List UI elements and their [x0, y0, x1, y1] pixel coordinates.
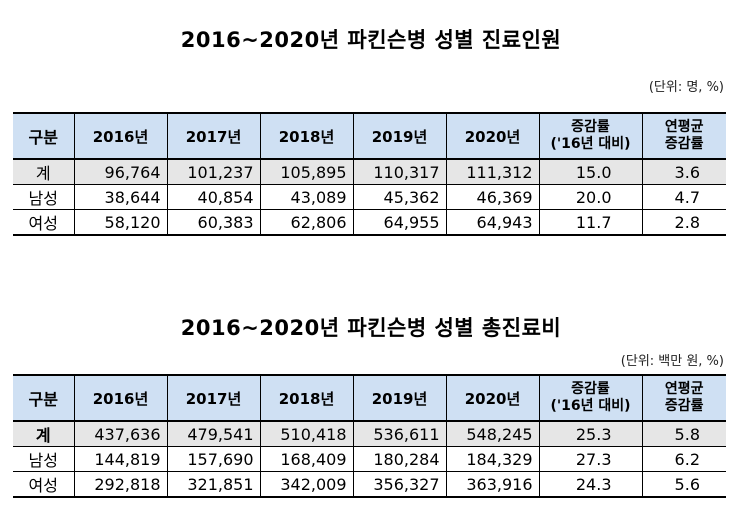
header-2016: 2016년	[73, 374, 167, 422]
header-change-rate-line1: 증감률	[571, 381, 610, 397]
cell-annual-avg: 2.8	[641, 209, 726, 236]
table-row-total: 계 437,636 479,541 510,418 536,611 548,24…	[13, 421, 726, 447]
cell-2016: 96,764	[73, 159, 167, 185]
header-change-rate-line2: ('16년 대비)	[550, 398, 631, 414]
table-row-male: 남성 144,819 157,690 168,409 180,284 184,3…	[13, 446, 726, 472]
cell-2017: 157,690	[166, 446, 260, 472]
cell-2019: 356,327	[352, 471, 446, 498]
cell-2016: 292,818	[73, 471, 167, 498]
cell-2018: 105,895	[259, 159, 353, 185]
row-label: 계	[13, 421, 74, 447]
header-change-rate: 증감률 ('16년 대비)	[538, 374, 642, 422]
cell-2020: 111,312	[445, 159, 539, 185]
cell-2018: 510,418	[259, 421, 353, 447]
cell-change-rate: 20.0	[538, 184, 642, 210]
cell-2019: 180,284	[352, 446, 446, 472]
cell-annual-avg: 5.6	[641, 471, 726, 498]
table-header-row: 구분 2016년 2017년 2018년 2019년 2020년 증감률 ('1…	[13, 374, 726, 422]
header-annual-avg-rate: 연평균 증감률	[641, 374, 726, 422]
table2-title: 2016~2020년 파킨슨병 성별 총진료비	[180, 316, 562, 340]
header-2019: 2019년	[352, 112, 446, 160]
table-row-total: 계 96,764 101,237 105,895 110,317 111,312…	[13, 159, 726, 185]
cell-change-rate: 27.3	[538, 446, 642, 472]
cell-annual-avg: 6.2	[641, 446, 726, 472]
table-row-female: 여성 58,120 60,383 62,806 64,955 64,943 11…	[13, 209, 726, 236]
cell-2016: 437,636	[73, 421, 167, 447]
cell-2017: 321,851	[166, 471, 260, 498]
header-change-rate-line1: 증감률	[571, 119, 610, 135]
row-label: 남성	[13, 184, 74, 210]
row-label: 여성	[13, 471, 74, 498]
header-2020: 2020년	[445, 112, 539, 160]
table1-unit-note: (단위: 명, %)	[648, 80, 724, 95]
header-2017: 2017년	[166, 112, 260, 160]
cell-2020: 46,369	[445, 184, 539, 210]
table-row-female: 여성 292,818 321,851 342,009 356,327 363,9…	[13, 471, 726, 498]
row-label: 남성	[13, 446, 74, 472]
cell-2018: 62,806	[259, 209, 353, 236]
header-change-rate: 증감률 ('16년 대비)	[538, 112, 642, 160]
cell-2018: 342,009	[259, 471, 353, 498]
header-2020: 2020년	[445, 374, 539, 422]
cell-2020: 64,943	[445, 209, 539, 236]
cell-2018: 43,089	[259, 184, 353, 210]
patients-by-sex-table: 구분 2016년 2017년 2018년 2019년 2020년 증감률 ('1…	[13, 112, 726, 236]
header-annual-avg-line2: 증감률	[664, 398, 704, 414]
cell-annual-avg: 5.8	[641, 421, 726, 447]
header-2018: 2018년	[259, 112, 353, 160]
row-label: 계	[13, 159, 74, 185]
cell-2016: 144,819	[73, 446, 167, 472]
cell-2020: 363,916	[445, 471, 539, 498]
cell-2019: 110,317	[352, 159, 446, 185]
header-annual-avg-line2: 증감률	[664, 136, 704, 152]
header-category: 구분	[13, 374, 74, 422]
cell-2017: 101,237	[166, 159, 260, 185]
cell-2017: 40,854	[166, 184, 260, 210]
header-annual-avg-rate: 연평균 증감률	[641, 112, 726, 160]
header-change-rate-line2: ('16년 대비)	[550, 136, 631, 152]
header-2016: 2016년	[73, 112, 167, 160]
cell-change-rate: 11.7	[538, 209, 642, 236]
cell-2019: 45,362	[352, 184, 446, 210]
cell-change-rate: 25.3	[538, 421, 642, 447]
cell-annual-avg: 3.6	[641, 159, 726, 185]
cell-2016: 58,120	[73, 209, 167, 236]
header-category: 구분	[13, 112, 74, 160]
header-2017: 2017년	[166, 374, 260, 422]
cell-change-rate: 24.3	[538, 471, 642, 498]
row-label: 여성	[13, 209, 74, 236]
cell-2019: 536,611	[352, 421, 446, 447]
medical-cost-by-sex-table: 구분 2016년 2017년 2018년 2019년 2020년 증감률 ('1…	[13, 374, 726, 498]
cell-2020: 548,245	[445, 421, 539, 447]
header-annual-avg-line1: 연평균	[664, 381, 704, 397]
header-2018: 2018년	[259, 374, 353, 422]
cell-annual-avg: 4.7	[641, 184, 726, 210]
cell-2019: 64,955	[352, 209, 446, 236]
header-2019: 2019년	[352, 374, 446, 422]
table-row-male: 남성 38,644 40,854 43,089 45,362 46,369 20…	[13, 184, 726, 210]
header-annual-avg-line1: 연평균	[664, 119, 704, 135]
cell-2016: 38,644	[73, 184, 167, 210]
table2-unit-note: (단위: 백만 원, %)	[620, 354, 724, 369]
cell-2017: 479,541	[166, 421, 260, 447]
cell-2020: 184,329	[445, 446, 539, 472]
cell-2018: 168,409	[259, 446, 353, 472]
table1-title: 2016~2020년 파킨슨병 성별 진료인원	[180, 28, 562, 52]
cell-2017: 60,383	[166, 209, 260, 236]
cell-change-rate: 15.0	[538, 159, 642, 185]
table-header-row: 구분 2016년 2017년 2018년 2019년 2020년 증감률 ('1…	[13, 112, 726, 160]
